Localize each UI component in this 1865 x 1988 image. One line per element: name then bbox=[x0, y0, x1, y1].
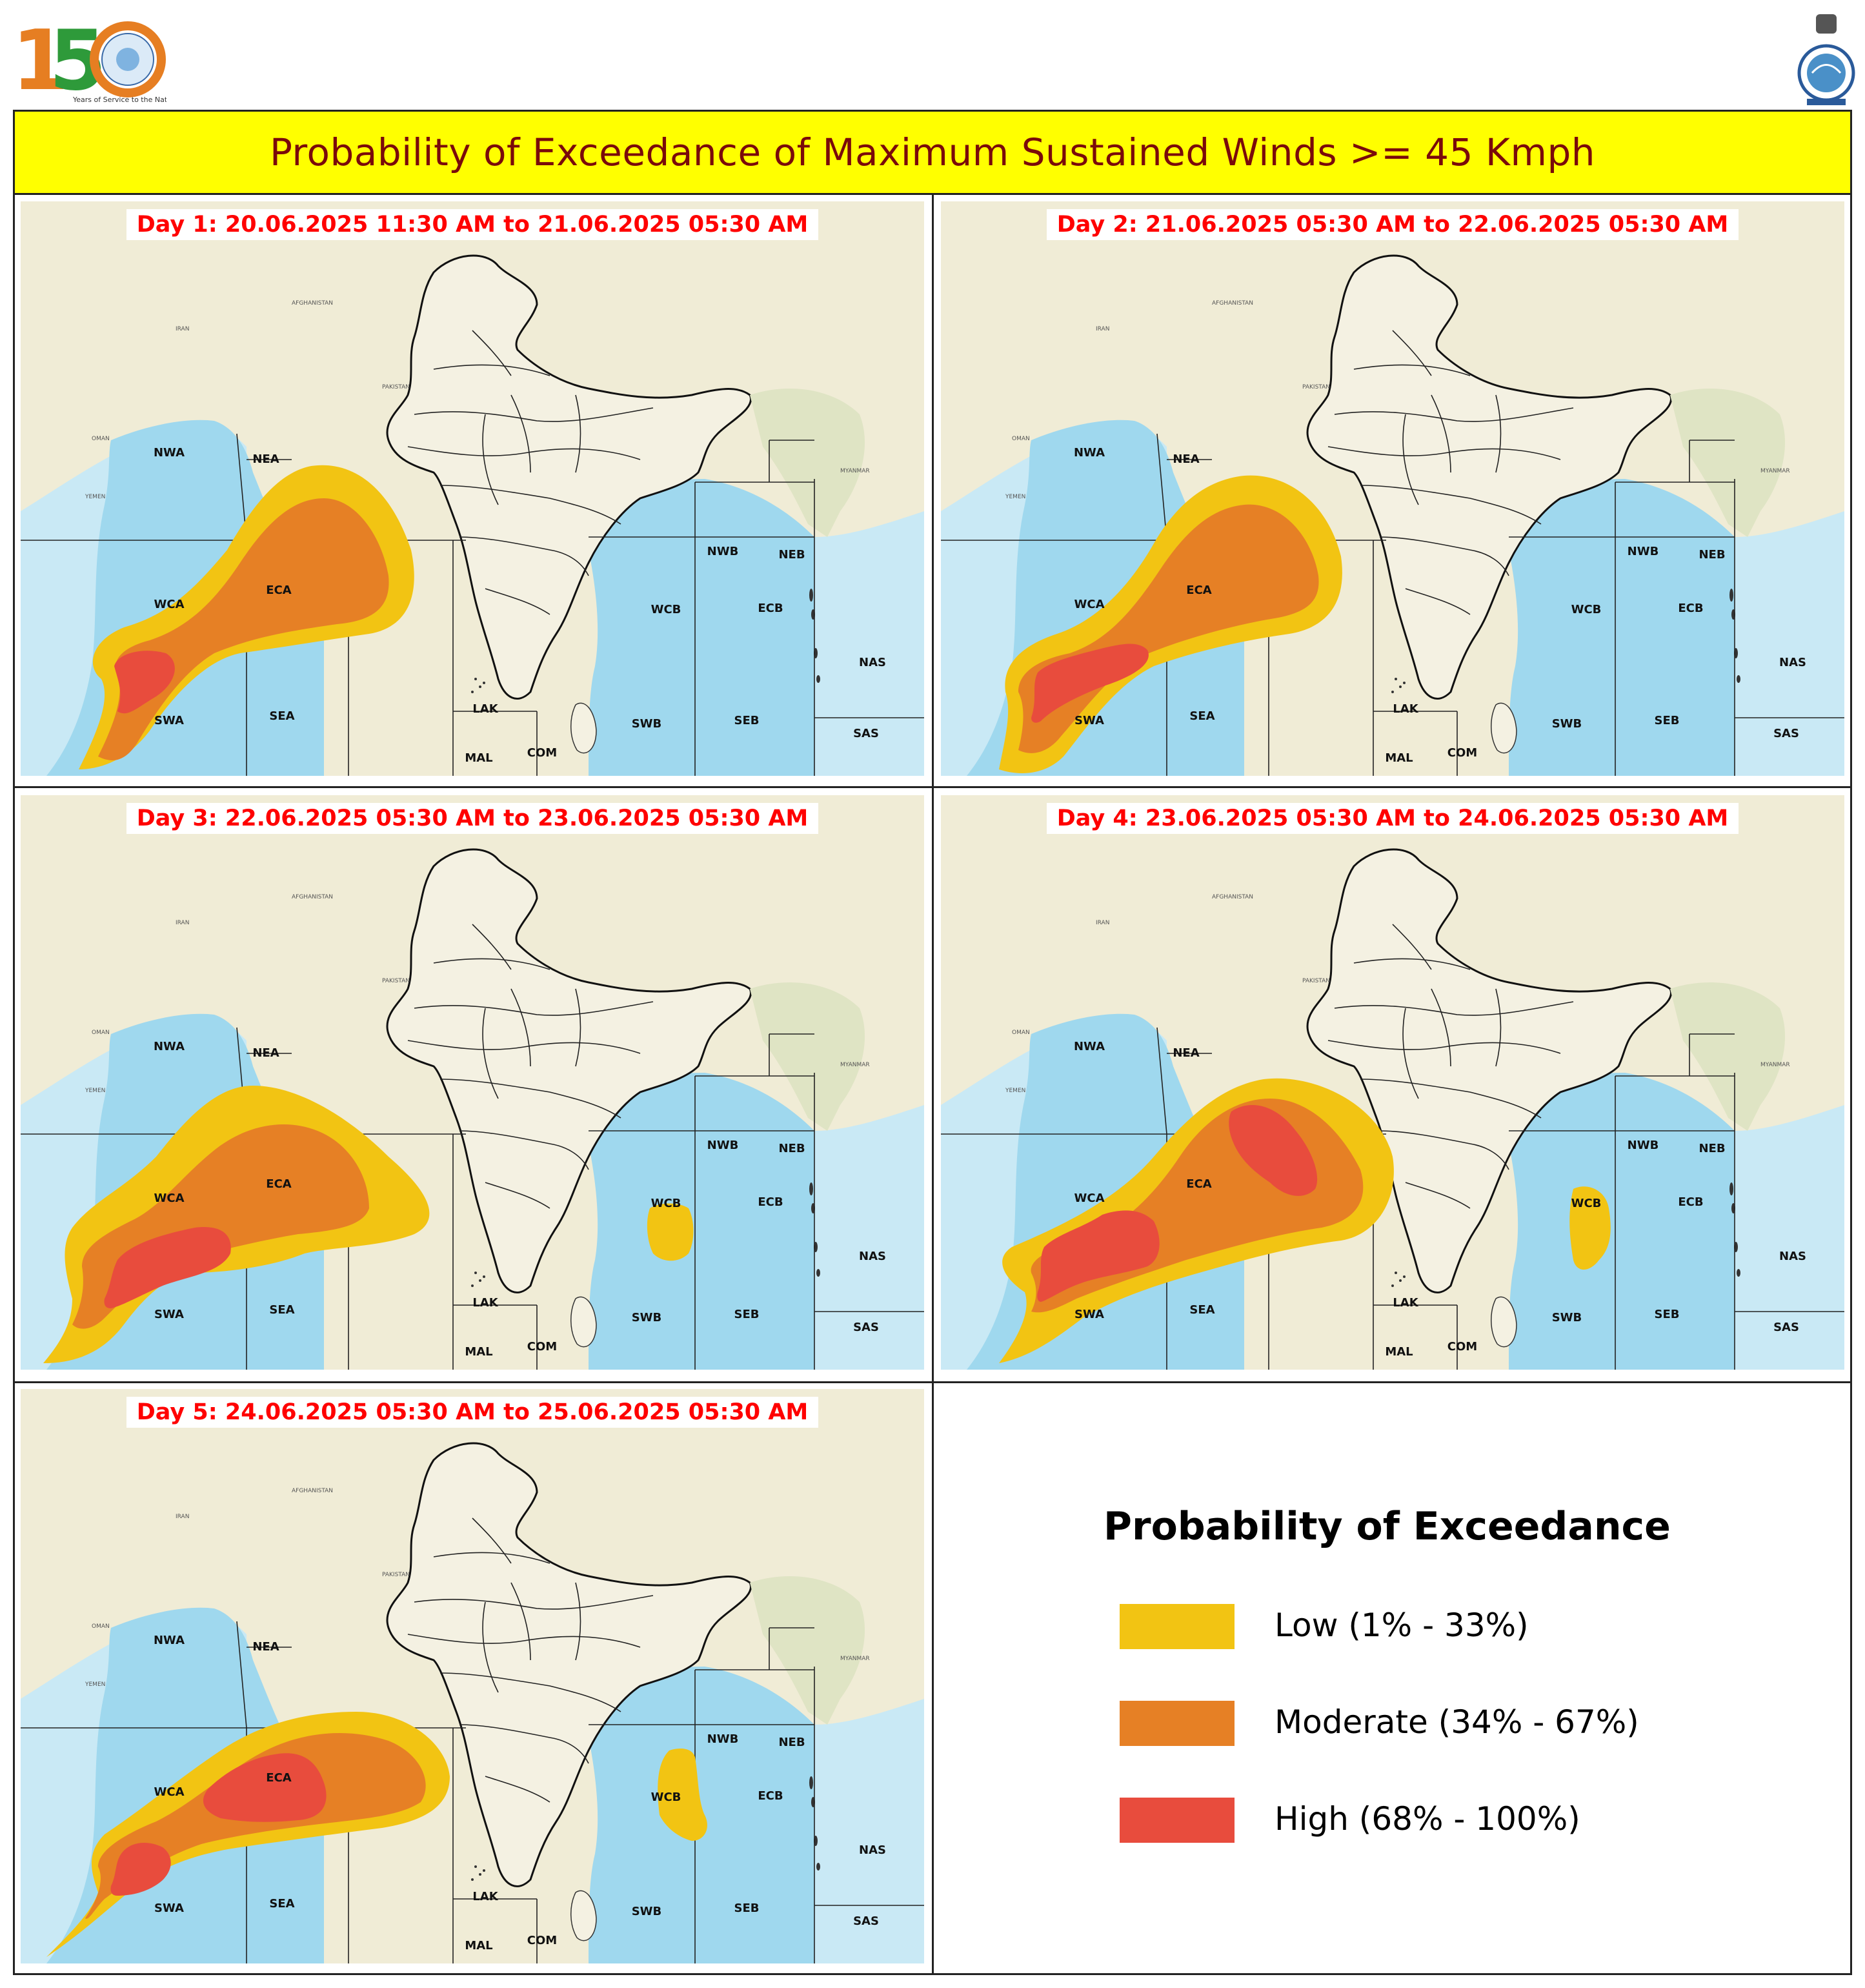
legend: Probability of Exceedance Low (1% - 33%)… bbox=[936, 1381, 1839, 1962]
moderate-zone bbox=[98, 498, 389, 760]
legend-swatch-high bbox=[1120, 1798, 1235, 1843]
grid-divider-vertical bbox=[932, 194, 934, 1975]
map-day-3 bbox=[21, 795, 924, 1370]
high-zone-west bbox=[110, 1843, 171, 1896]
moderate-zone bbox=[85, 1733, 426, 1919]
title-bar: Probability of Exceedance of Maximum Sus… bbox=[13, 110, 1852, 195]
moderate-zone bbox=[1018, 504, 1319, 753]
map-day-5 bbox=[21, 1389, 924, 1963]
high-zone bbox=[114, 651, 175, 714]
map-day-1 bbox=[21, 201, 924, 776]
map-panel-day-5: Day 5: 24.06.2025 05:30 AM to 25.06.2025… bbox=[21, 1389, 924, 1963]
probability-zones bbox=[999, 475, 1342, 773]
grid-divider-h1 bbox=[13, 786, 1852, 788]
legend-label-high: High (68% - 100%) bbox=[1275, 1800, 1580, 1838]
probability-zones bbox=[999, 1078, 1611, 1363]
map-day-2 bbox=[941, 201, 1844, 776]
legend-label-low: Low (1% - 33%) bbox=[1275, 1607, 1529, 1644]
legend-label-moderate: Moderate (34% - 67%) bbox=[1275, 1703, 1639, 1741]
map-panel-day-1: Day 1: 20.06.2025 11:30 AM to 21.06.2025… bbox=[21, 201, 924, 776]
imd-150-logo: 1 5 Years of Service to the Nation bbox=[12, 13, 178, 110]
map-panel-day-2: Day 2: 21.06.2025 05:30 AM to 22.06.2025… bbox=[941, 201, 1844, 776]
high-zone-central bbox=[203, 1753, 327, 1822]
high-zone-north bbox=[1229, 1105, 1318, 1196]
high-zone bbox=[1037, 1210, 1160, 1302]
probability-zones bbox=[43, 1086, 694, 1363]
legend-swatch-moderate bbox=[1120, 1701, 1235, 1746]
map-day-4 bbox=[941, 795, 1844, 1370]
map-panel-day-4: Day 4: 23.06.2025 05:30 AM to 24.06.2025… bbox=[941, 795, 1844, 1370]
svg-text:1: 1 bbox=[12, 13, 69, 109]
map-panel-day-3: Day 3: 22.06.2025 05:30 AM to 23.06.2025… bbox=[21, 795, 924, 1370]
imd-emblem bbox=[1794, 12, 1859, 108]
low-zone-bay bbox=[647, 1203, 694, 1261]
legend-title: Probability of Exceedance bbox=[1104, 1504, 1671, 1549]
legend-swatch-low bbox=[1120, 1604, 1235, 1649]
high-zone bbox=[104, 1227, 231, 1308]
page-title: Probability of Exceedance of Maximum Sus… bbox=[269, 130, 1596, 174]
low-zone-bay bbox=[658, 1749, 707, 1841]
grid-divider-h2 bbox=[13, 1381, 1852, 1383]
probability-zones bbox=[79, 465, 414, 769]
probability-zones bbox=[46, 1712, 707, 1957]
high-zone bbox=[1031, 644, 1149, 723]
logo-subtitle: Years of Service to the Nation bbox=[72, 96, 166, 104]
